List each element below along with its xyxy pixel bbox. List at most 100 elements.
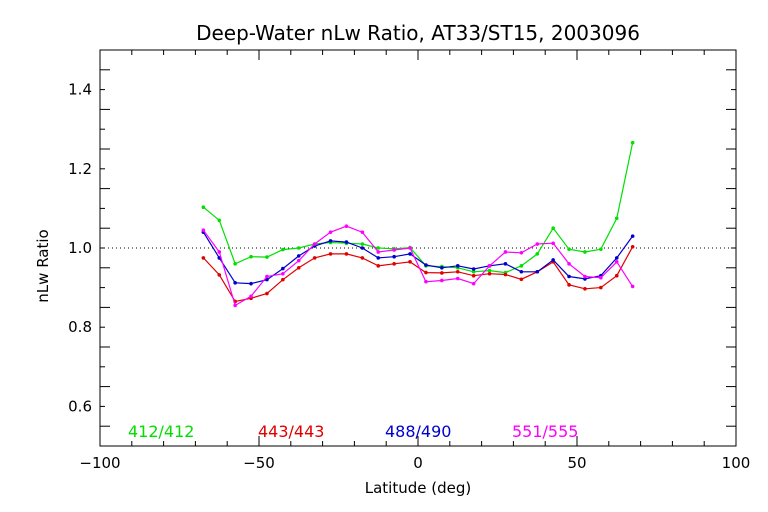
data-point (265, 274, 269, 279)
y-tick-label: 0.8 (68, 318, 92, 336)
data-point (440, 271, 444, 275)
data-point (630, 234, 635, 238)
data-point (392, 248, 396, 252)
data-point (328, 230, 333, 234)
data-point (471, 281, 476, 286)
series-line-412-412 (203, 142, 634, 274)
data-point (201, 228, 206, 232)
data-point (519, 250, 524, 255)
data-point (312, 256, 317, 260)
data-point (408, 252, 412, 256)
data-point (201, 205, 206, 210)
data-point (249, 281, 253, 286)
x-tick-label: −50 (243, 454, 275, 472)
data-point (455, 276, 460, 281)
data-point (630, 245, 635, 249)
y-tick-label: 0.6 (68, 397, 92, 415)
data-point (567, 247, 571, 251)
data-point (424, 270, 428, 275)
data-point (281, 266, 285, 271)
data-point (265, 291, 269, 296)
data-point (233, 303, 237, 308)
data-point (551, 241, 555, 246)
data-point (471, 267, 476, 271)
data-point (424, 279, 428, 284)
x-tick-label: 50 (567, 454, 586, 472)
data-point (217, 256, 222, 260)
data-point (249, 254, 253, 259)
data-point (535, 252, 540, 256)
data-point (296, 266, 301, 270)
data-point (567, 283, 571, 287)
x-tick-label: 0 (413, 454, 423, 472)
plot-area: −100 −50 0 50 100 0.6 0.8 1.0 1.2 1.4 412/412 443/4… (68, 49, 751, 472)
data-point (599, 285, 603, 290)
y-tick-label: 1.2 (68, 160, 92, 178)
data-point (535, 242, 540, 246)
data-point (249, 294, 253, 299)
data-point (583, 274, 587, 279)
data-point (328, 239, 333, 243)
data-point (630, 140, 635, 145)
data-point (471, 273, 476, 278)
data-point (360, 246, 365, 250)
data-point (567, 262, 571, 266)
data-point (233, 281, 237, 285)
x-axis-label: Latitude (deg) (365, 479, 471, 497)
chart-title: Deep-Water nLw Ratio, AT33/ST15, 2003096 (196, 21, 640, 45)
data-point (455, 269, 460, 274)
data-point (471, 269, 476, 274)
data-point (614, 256, 619, 260)
data-point (408, 260, 412, 264)
data-point (376, 246, 381, 250)
series-line-551-555 (202, 225, 634, 307)
legend-entry: 412/412 (128, 422, 194, 441)
y-tick-label: 1.4 (68, 81, 92, 99)
data-point (519, 277, 524, 282)
data-point (376, 256, 381, 260)
data-point (487, 268, 492, 273)
data-point (614, 273, 619, 278)
data-point (487, 264, 492, 268)
data-point (281, 277, 285, 282)
legend-entry: 443/443 (258, 422, 324, 441)
data-point (551, 226, 555, 230)
data-point (217, 218, 222, 223)
data-point (296, 254, 301, 258)
data-point (599, 247, 603, 251)
series-line-443-443 (202, 246, 634, 303)
data-point (440, 266, 444, 270)
data-point (344, 252, 349, 256)
data-point (360, 256, 365, 260)
data-point (281, 271, 285, 276)
data-point (487, 271, 492, 276)
data-point (503, 262, 508, 266)
data-point (630, 284, 635, 289)
data-point (376, 264, 381, 268)
data-point (392, 262, 396, 266)
data-point (344, 240, 349, 244)
data-point (567, 274, 571, 279)
data-point (296, 258, 301, 263)
x-tick-label: 100 (722, 454, 751, 472)
legend-entry: 488/490 (385, 422, 451, 441)
data-point (312, 242, 317, 246)
x-tick-label: −100 (79, 454, 120, 472)
data-point (281, 247, 285, 252)
legend-entry: 551/555 (512, 422, 578, 441)
data-point (583, 250, 587, 254)
data-point (503, 250, 508, 254)
series-line-488-490 (202, 231, 634, 285)
data-point (424, 263, 428, 267)
data-point (296, 246, 301, 250)
data-point (376, 250, 381, 254)
data-point (519, 264, 524, 268)
data-point (455, 264, 460, 268)
y-axis-label: nLw Ratio (34, 229, 52, 302)
data-point (265, 277, 269, 282)
data-point (614, 216, 619, 221)
data-point (217, 250, 222, 254)
data-point (360, 230, 365, 234)
data-point (408, 246, 412, 250)
